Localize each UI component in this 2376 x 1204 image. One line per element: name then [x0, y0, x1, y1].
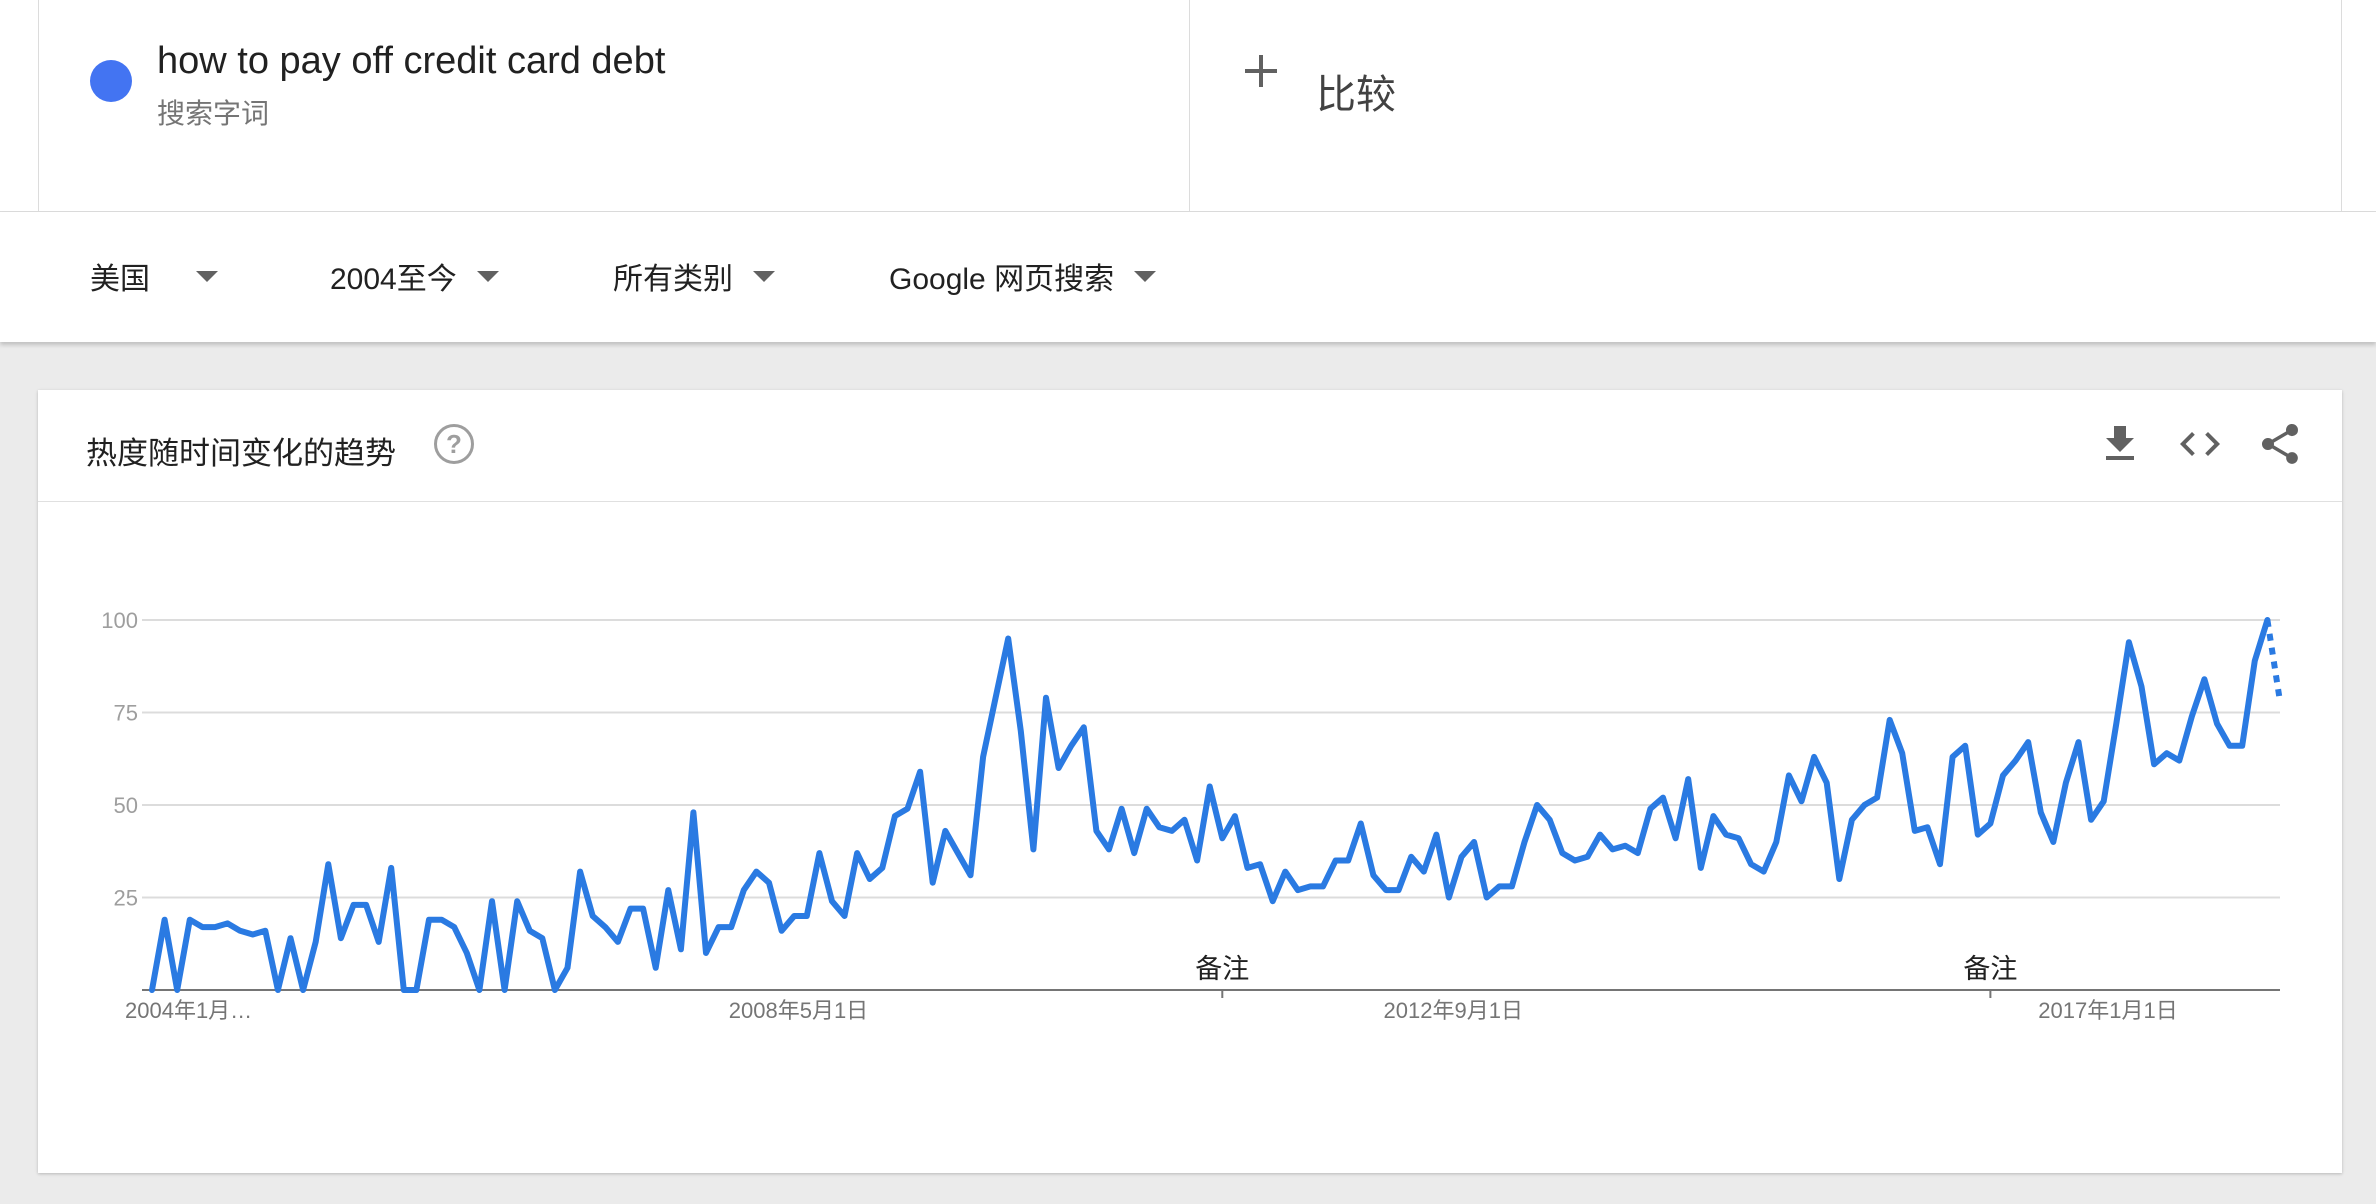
category-filter[interactable]: 所有类别 — [613, 256, 775, 296]
caret-down-icon — [753, 270, 775, 282]
chart-annotations: 备注 备注 — [1195, 954, 2017, 998]
chart-gridlines — [142, 619, 2280, 991]
interest-over-time-card: 热度随时间变化的趋势 ? 25 50 75 100 备注 备注 2004年1月… 2008… — [38, 390, 2342, 1173]
chart-series — [149, 617, 2283, 993]
embed-icon[interactable] — [2176, 420, 2224, 468]
category-filter-label: 所有类别 — [613, 263, 733, 296]
caret-down-icon — [1134, 270, 1157, 282]
search-term-bar: how to pay off credit card debt 搜索字词 比较 — [0, 0, 2376, 212]
help-icon[interactable]: ? — [434, 424, 474, 464]
filter-bar: 美国 2004至今 所有类别 Google 网页搜索 — [0, 212, 2376, 342]
y-tick-label: 75 — [114, 701, 138, 726]
caret-down-icon — [196, 270, 218, 282]
trend-line-chart: 25 50 75 100 备注 备注 2004年1月… 2008年5月1日 2012年9月1… — [101, 608, 2283, 1023]
search-term-card[interactable]: how to pay off credit card debt 搜索字词 — [38, 0, 1190, 212]
x-tick-label: 2008年5月1日 — [729, 998, 868, 1023]
card-header: 热度随时间变化的趋势 ? — [38, 390, 2342, 502]
search-type-filter-label: Google 网页搜索 — [889, 263, 1115, 296]
region-filter-label: 美国 — [90, 263, 150, 296]
download-icon[interactable] — [2096, 420, 2144, 468]
compare-button[interactable]: 比较 — [1190, 0, 2342, 212]
plus-icon — [1242, 52, 1280, 90]
chart-x-ticks: 2004年1月… 2008年5月1日 2012年9月1日 2017年1月1日 — [125, 998, 2178, 1023]
x-tick-label: 2004年1月… — [125, 998, 252, 1023]
caret-down-icon — [476, 270, 499, 282]
annotation-label: 备注 — [1195, 954, 1249, 985]
y-tick-label: 25 — [114, 886, 138, 911]
term-color-dot — [90, 60, 132, 102]
x-tick-label: 2017年1月1日 — [2038, 998, 2177, 1023]
region-filter[interactable]: 美国 — [90, 256, 218, 296]
card-title: 热度随时间变化的趋势 — [86, 436, 396, 471]
chart-y-ticks: 25 50 75 100 — [101, 608, 138, 911]
x-tick-label: 2012年9月1日 — [1384, 998, 1523, 1023]
search-term-type: 搜索字词 — [157, 98, 270, 129]
y-tick-label: 50 — [114, 793, 138, 818]
time-range-filter[interactable]: 2004至今 — [330, 256, 499, 296]
series-line-partial — [2264, 619, 2283, 702]
compare-label: 比较 — [1316, 73, 1396, 117]
time-range-filter-label: 2004至今 — [330, 263, 457, 296]
search-term-name[interactable]: how to pay off credit card debt — [157, 40, 666, 82]
share-icon[interactable] — [2256, 420, 2304, 468]
annotation-label: 备注 — [1963, 954, 2017, 985]
y-tick-label: 100 — [101, 608, 138, 633]
series-line — [149, 617, 2271, 993]
search-type-filter[interactable]: Google 网页搜索 — [889, 256, 1157, 296]
